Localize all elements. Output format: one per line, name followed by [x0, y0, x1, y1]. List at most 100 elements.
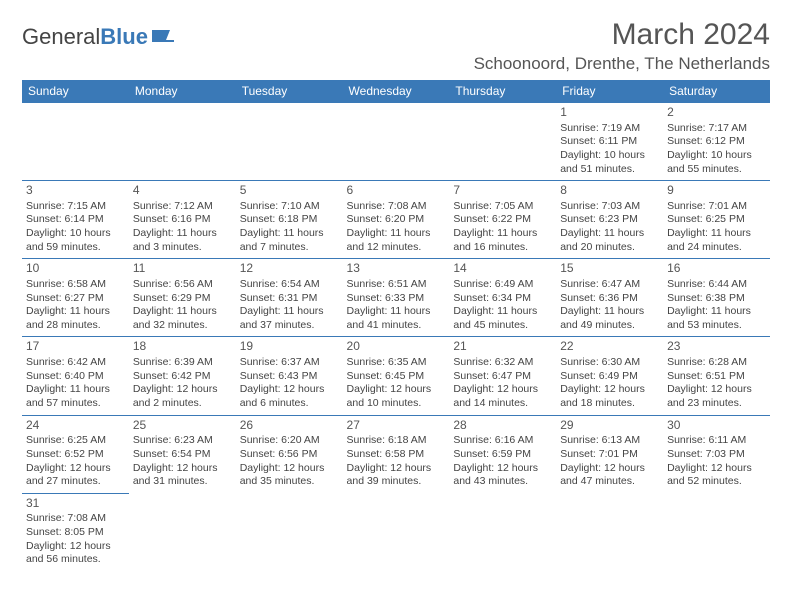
title-block: March 2024 Schoonoord, Drenthe, The Neth… — [474, 18, 770, 74]
calendar-cell — [556, 493, 663, 571]
cell-sunset: Sunset: 6:40 PM — [26, 370, 125, 384]
calendar-table: Sunday Monday Tuesday Wednesday Thursday… — [22, 80, 770, 571]
cell-daylight1: Daylight: 11 hours — [26, 305, 125, 319]
cell-daylight2: and 10 minutes. — [347, 397, 446, 411]
day-number: 11 — [133, 261, 232, 277]
cell-daylight2: and 6 minutes. — [240, 397, 339, 411]
cell-sunrise: Sunrise: 7:10 AM — [240, 200, 339, 214]
day-number: 26 — [240, 418, 339, 434]
cell-sunrise: Sunrise: 6:25 AM — [26, 434, 125, 448]
cell-daylight2: and 20 minutes. — [560, 241, 659, 255]
cell-daylight1: Daylight: 12 hours — [26, 462, 125, 476]
calendar-cell: 6Sunrise: 7:08 AMSunset: 6:20 PMDaylight… — [343, 181, 450, 259]
day-number: 21 — [453, 339, 552, 355]
cell-daylight1: Daylight: 11 hours — [26, 383, 125, 397]
cell-daylight1: Daylight: 11 hours — [133, 227, 232, 241]
cell-sunset: Sunset: 6:59 PM — [453, 448, 552, 462]
cell-daylight1: Daylight: 11 hours — [560, 227, 659, 241]
cell-sunset: Sunset: 6:33 PM — [347, 292, 446, 306]
calendar-cell: 11Sunrise: 6:56 AMSunset: 6:29 PMDayligh… — [129, 259, 236, 337]
day-number: 3 — [26, 183, 125, 199]
cell-daylight2: and 45 minutes. — [453, 319, 552, 333]
cell-sunset: Sunset: 6:12 PM — [667, 135, 766, 149]
calendar-cell: 1Sunrise: 7:19 AMSunset: 6:11 PMDaylight… — [556, 103, 663, 181]
day-number: 4 — [133, 183, 232, 199]
cell-daylight2: and 39 minutes. — [347, 475, 446, 489]
calendar-cell: 25Sunrise: 6:23 AMSunset: 6:54 PMDayligh… — [129, 415, 236, 493]
cell-daylight1: Daylight: 12 hours — [347, 383, 446, 397]
cell-daylight1: Daylight: 12 hours — [560, 383, 659, 397]
calendar-cell: 5Sunrise: 7:10 AMSunset: 6:18 PMDaylight… — [236, 181, 343, 259]
cell-sunset: Sunset: 6:29 PM — [133, 292, 232, 306]
calendar-cell: 24Sunrise: 6:25 AMSunset: 6:52 PMDayligh… — [22, 415, 129, 493]
cell-daylight2: and 37 minutes. — [240, 319, 339, 333]
calendar-row: 17Sunrise: 6:42 AMSunset: 6:40 PMDayligh… — [22, 337, 770, 415]
cell-sunset: Sunset: 6:18 PM — [240, 213, 339, 227]
calendar-row: 3Sunrise: 7:15 AMSunset: 6:14 PMDaylight… — [22, 181, 770, 259]
calendar-cell: 14Sunrise: 6:49 AMSunset: 6:34 PMDayligh… — [449, 259, 556, 337]
calendar-cell — [129, 493, 236, 571]
day-number: 6 — [347, 183, 446, 199]
day-number: 25 — [133, 418, 232, 434]
day-number: 8 — [560, 183, 659, 199]
weekday-header: Sunday — [22, 80, 129, 103]
calendar-cell: 23Sunrise: 6:28 AMSunset: 6:51 PMDayligh… — [663, 337, 770, 415]
cell-sunrise: Sunrise: 6:35 AM — [347, 356, 446, 370]
cell-sunset: Sunset: 6:38 PM — [667, 292, 766, 306]
cell-daylight1: Daylight: 11 hours — [667, 305, 766, 319]
day-number: 30 — [667, 418, 766, 434]
weekday-header: Wednesday — [343, 80, 450, 103]
day-number: 13 — [347, 261, 446, 277]
day-number: 31 — [26, 496, 125, 512]
calendar-cell — [236, 103, 343, 181]
day-number: 12 — [240, 261, 339, 277]
cell-sunset: Sunset: 8:05 PM — [26, 526, 125, 540]
day-number: 24 — [26, 418, 125, 434]
cell-sunset: Sunset: 6:16 PM — [133, 213, 232, 227]
calendar-cell — [236, 493, 343, 571]
cell-sunset: Sunset: 6:34 PM — [453, 292, 552, 306]
cell-sunset: Sunset: 6:20 PM — [347, 213, 446, 227]
cell-sunset: Sunset: 6:45 PM — [347, 370, 446, 384]
calendar-cell: 20Sunrise: 6:35 AMSunset: 6:45 PMDayligh… — [343, 337, 450, 415]
cell-sunset: Sunset: 6:56 PM — [240, 448, 339, 462]
cell-sunset: Sunset: 6:51 PM — [667, 370, 766, 384]
cell-daylight2: and 7 minutes. — [240, 241, 339, 255]
cell-sunset: Sunset: 7:03 PM — [667, 448, 766, 462]
day-number: 27 — [347, 418, 446, 434]
calendar-cell — [343, 103, 450, 181]
calendar-cell: 4Sunrise: 7:12 AMSunset: 6:16 PMDaylight… — [129, 181, 236, 259]
month-title: March 2024 — [474, 18, 770, 52]
cell-sunrise: Sunrise: 6:49 AM — [453, 278, 552, 292]
cell-sunrise: Sunrise: 6:20 AM — [240, 434, 339, 448]
cell-sunrise: Sunrise: 6:18 AM — [347, 434, 446, 448]
calendar-row: 10Sunrise: 6:58 AMSunset: 6:27 PMDayligh… — [22, 259, 770, 337]
calendar-cell: 12Sunrise: 6:54 AMSunset: 6:31 PMDayligh… — [236, 259, 343, 337]
cell-sunrise: Sunrise: 7:17 AM — [667, 122, 766, 136]
calendar-cell — [449, 493, 556, 571]
cell-daylight1: Daylight: 12 hours — [667, 383, 766, 397]
cell-daylight2: and 59 minutes. — [26, 241, 125, 255]
cell-sunrise: Sunrise: 6:13 AM — [560, 434, 659, 448]
cell-daylight1: Daylight: 11 hours — [240, 305, 339, 319]
day-number: 5 — [240, 183, 339, 199]
day-number: 29 — [560, 418, 659, 434]
calendar-body: 1Sunrise: 7:19 AMSunset: 6:11 PMDaylight… — [22, 103, 770, 571]
day-number: 20 — [347, 339, 446, 355]
cell-daylight2: and 2 minutes. — [133, 397, 232, 411]
cell-sunset: Sunset: 6:22 PM — [453, 213, 552, 227]
cell-daylight2: and 27 minutes. — [26, 475, 125, 489]
cell-daylight2: and 31 minutes. — [133, 475, 232, 489]
calendar-cell — [449, 103, 556, 181]
day-number: 17 — [26, 339, 125, 355]
cell-daylight2: and 24 minutes. — [667, 241, 766, 255]
calendar-cell: 19Sunrise: 6:37 AMSunset: 6:43 PMDayligh… — [236, 337, 343, 415]
cell-daylight2: and 47 minutes. — [560, 475, 659, 489]
cell-sunset: Sunset: 6:25 PM — [667, 213, 766, 227]
weekday-header: Monday — [129, 80, 236, 103]
day-number: 1 — [560, 105, 659, 121]
cell-daylight1: Daylight: 12 hours — [453, 462, 552, 476]
cell-daylight2: and 18 minutes. — [560, 397, 659, 411]
cell-daylight2: and 41 minutes. — [347, 319, 446, 333]
weekday-header: Friday — [556, 80, 663, 103]
